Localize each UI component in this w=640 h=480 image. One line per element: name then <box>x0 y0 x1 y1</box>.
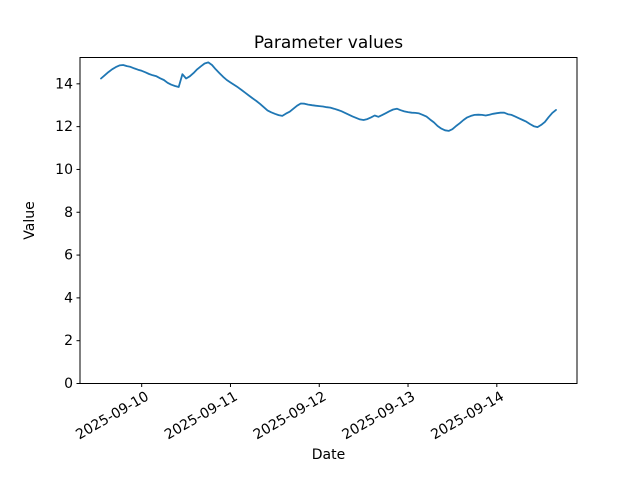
x-axis-ticks: 2025-09-10 2025-09-11 2025-09-12 2025-09-13… <box>73 383 507 444</box>
y-tick-label: 0 <box>64 376 73 392</box>
chart-title: Parameter values <box>254 33 403 53</box>
y-axis-label: Value <box>22 201 38 239</box>
parameter-values-line <box>100 61 557 132</box>
y-tick-label: 6 <box>64 248 73 264</box>
y-tick-label: 2 <box>64 333 73 349</box>
y-tick-label: 14 <box>55 76 73 92</box>
y-tick-label: 12 <box>55 119 73 135</box>
plot-area-spines <box>79 57 578 384</box>
data-line-group <box>100 61 557 132</box>
x-tick-label: 2025-09-11 <box>162 389 240 444</box>
x-tick-label: 2025-09-14 <box>428 389 507 444</box>
y-tick-label: 8 <box>64 205 73 221</box>
x-tick-label: 2025-09-10 <box>73 389 151 444</box>
y-axis-ticks: 0 2 4 6 8 10 12 14 <box>55 76 80 392</box>
x-tick-label: 2025-09-13 <box>340 389 418 444</box>
y-tick-label: 10 <box>55 162 73 178</box>
y-tick-label: 4 <box>64 290 73 306</box>
x-tick-label: 2025-09-12 <box>251 389 329 444</box>
x-axis-label: Date <box>312 447 345 463</box>
